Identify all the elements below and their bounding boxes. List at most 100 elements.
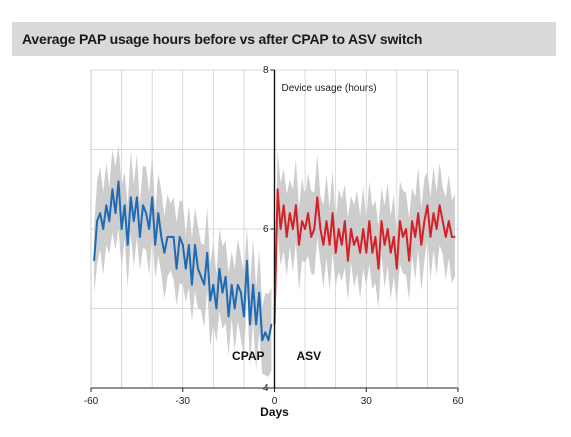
data-point: [151, 196, 153, 198]
data-point: [350, 228, 352, 230]
data-point: [313, 228, 315, 230]
data-point: [206, 252, 208, 254]
y-tick-label: 4: [263, 383, 269, 394]
phase-label-cpap: CPAP: [232, 349, 264, 363]
data-point: [139, 236, 141, 238]
data-point: [353, 244, 355, 246]
data-point: [322, 244, 325, 246]
data-point: [423, 220, 425, 222]
confidence-band-1: [274, 149, 455, 358]
data-point: [310, 236, 312, 238]
data-point: [218, 268, 221, 270]
data-point: [182, 244, 184, 246]
data-point: [380, 220, 383, 222]
data-point: [127, 244, 129, 246]
data-point: [172, 236, 175, 238]
data-point: [136, 196, 138, 198]
data-point: [169, 236, 172, 238]
data-point: [96, 220, 98, 222]
data-point: [316, 196, 318, 198]
data-point: [133, 220, 135, 222]
data-point: [224, 276, 227, 278]
data-point: [258, 292, 260, 294]
x-axis-title: Days: [260, 405, 289, 419]
data-point: [264, 331, 266, 333]
data-point: [396, 268, 398, 270]
data-point: [335, 252, 337, 254]
data-point: [408, 260, 410, 262]
data-point: [108, 220, 110, 222]
data-point: [442, 220, 444, 222]
data-point: [365, 252, 367, 254]
data-point: [221, 292, 224, 294]
data-point: [432, 212, 435, 214]
data-point: [246, 260, 248, 262]
data-point: [261, 339, 263, 341]
confidence-band-0: [94, 144, 272, 377]
data-point: [188, 244, 190, 246]
data-point: [276, 188, 279, 190]
x-tick-label: 30: [361, 396, 373, 407]
data-point: [163, 252, 165, 254]
data-point: [298, 244, 300, 246]
data-point: [154, 244, 156, 246]
data-point: [429, 236, 432, 238]
data-point: [304, 228, 306, 230]
data-point: [344, 220, 346, 222]
data-point: [439, 204, 441, 206]
data-point: [454, 236, 456, 238]
data-point: [414, 236, 416, 238]
data-point: [252, 284, 254, 286]
data-point: [231, 284, 233, 286]
data-point: [212, 284, 214, 286]
data-point: [405, 228, 407, 230]
data-point: [402, 236, 404, 238]
data-point: [387, 228, 389, 230]
data-point: [120, 228, 123, 230]
data-point: [148, 228, 150, 230]
data-point: [295, 204, 297, 206]
data-point: [283, 204, 285, 206]
data-point: [347, 260, 349, 262]
data-point: [319, 228, 321, 230]
data-point: [384, 244, 386, 246]
data-point: [203, 284, 205, 286]
data-point: [435, 228, 438, 230]
data-point: [99, 212, 101, 214]
data-point: [249, 323, 251, 325]
data-point: [393, 236, 395, 238]
data-point: [111, 188, 114, 190]
chart-title: Average PAP usage hours before vs after …: [22, 31, 423, 47]
data-point: [114, 212, 117, 214]
series-lines: [93, 180, 456, 342]
x-tick-label: -30: [176, 396, 191, 407]
data-point: [240, 292, 242, 294]
y-tick-label: 6: [263, 224, 269, 235]
data-point: [445, 236, 447, 238]
x-tick-label: 0: [272, 396, 278, 407]
data-point: [197, 268, 199, 270]
phase-label-asv: ASV: [297, 349, 322, 363]
chart-title-bar: Average PAP usage hours before vs after …: [12, 22, 556, 56]
data-point: [237, 284, 239, 286]
data-point: [325, 220, 328, 222]
data-point: [243, 315, 245, 318]
data-point: [307, 212, 309, 214]
data-point: [124, 204, 126, 206]
data-point: [451, 236, 453, 238]
data-point: [341, 244, 343, 246]
data-point: [157, 212, 159, 214]
data-point: [420, 244, 422, 246]
data-point: [417, 212, 419, 214]
data-point: [332, 212, 334, 214]
data-point: [301, 220, 303, 222]
data-point: [289, 212, 291, 214]
data-point: [194, 244, 196, 246]
data-point: [176, 268, 178, 270]
data-point: [105, 204, 107, 206]
data-point: [411, 220, 413, 222]
data-point: [390, 252, 392, 254]
data-point: [448, 220, 450, 222]
data-point: [270, 323, 273, 325]
